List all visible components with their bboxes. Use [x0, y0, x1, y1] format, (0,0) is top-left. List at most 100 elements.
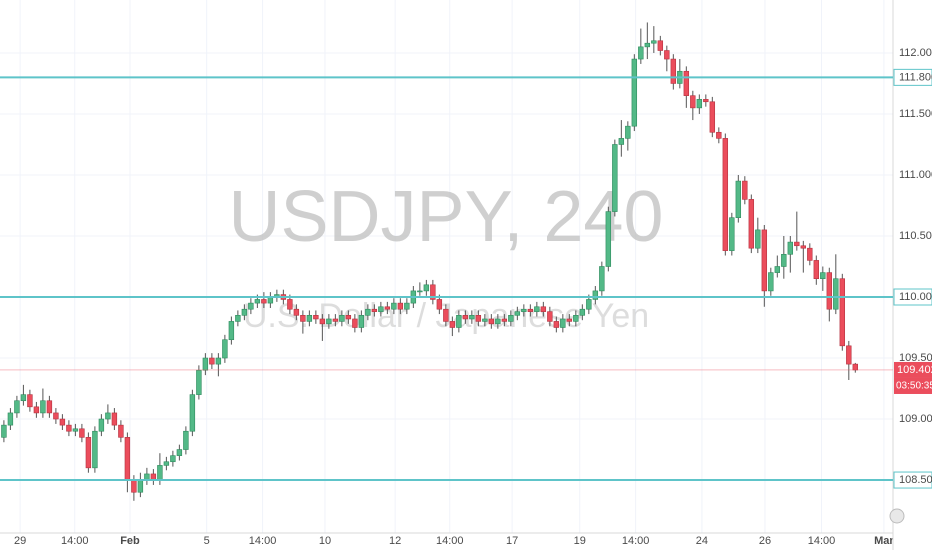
candle-body	[261, 299, 267, 304]
x-tick-label: 17	[506, 535, 518, 547]
y-tick-label: 110.500	[899, 230, 932, 242]
level-label-box	[893, 471, 932, 489]
candle-body	[241, 308, 248, 316]
x-tick-label: 14:00	[249, 535, 277, 547]
candle-body	[124, 437, 131, 481]
candle-body	[755, 229, 761, 249]
candle-body	[1, 424, 7, 438]
candle-body	[449, 321, 456, 328]
candle-body	[365, 308, 371, 316]
candle-body	[228, 321, 235, 341]
y-tick-label: 109.000	[899, 413, 932, 425]
candle-body	[404, 302, 410, 310]
candle-body	[605, 211, 612, 267]
candle-body	[638, 46, 644, 60]
candle-body	[846, 345, 852, 365]
candle-body	[644, 42, 651, 48]
x-tick-label: 14:00	[61, 535, 89, 547]
candle-body	[332, 318, 339, 322]
candle-body	[287, 299, 293, 310]
candle-body	[371, 308, 378, 312]
candle-body	[566, 318, 573, 322]
candle-body	[709, 101, 716, 133]
candle-body	[339, 315, 345, 322]
candle-body	[53, 412, 59, 420]
candle-body	[215, 357, 222, 365]
candle-body	[599, 266, 605, 292]
candle-body	[306, 315, 313, 322]
candle-body	[430, 284, 436, 300]
candle-body	[352, 318, 358, 328]
last-price-label: 109.402	[897, 364, 932, 376]
candle-body	[820, 272, 826, 280]
flag-icon[interactable]	[889, 508, 905, 524]
candle-body	[189, 394, 196, 432]
candle-body	[852, 363, 859, 371]
candle-body	[800, 245, 807, 249]
candle-body	[488, 318, 495, 325]
candle-body	[703, 99, 709, 103]
candle-body	[794, 241, 800, 247]
candle-body	[417, 290, 423, 293]
candle-body	[384, 306, 391, 310]
candle-body	[391, 302, 397, 310]
candle-body	[716, 131, 722, 139]
candle-body	[534, 306, 540, 312]
candle-body	[729, 217, 735, 251]
candle-body	[176, 449, 183, 456]
candle-body	[768, 272, 774, 292]
candle-body	[92, 430, 98, 469]
candle-body	[137, 479, 144, 493]
level-label-box	[893, 68, 932, 86]
candle-body	[443, 308, 449, 322]
candle-body	[690, 95, 696, 109]
grid	[0, 0, 893, 533]
candle-body	[521, 308, 527, 312]
x-tick-label: Mar	[874, 535, 894, 547]
candle-body	[495, 318, 501, 325]
candle-body	[540, 306, 547, 312]
candle-body	[527, 308, 534, 312]
x-tick-label: 26	[759, 535, 771, 547]
candle-body	[579, 308, 586, 316]
x-tick-label: 10	[319, 535, 331, 547]
candle-body	[833, 278, 839, 310]
y-tick-label: 112.000	[899, 47, 932, 59]
candle-body	[40, 400, 46, 414]
candle-body	[79, 428, 85, 438]
candle-body	[196, 369, 202, 395]
candle-body	[72, 428, 79, 432]
candle-body	[98, 418, 105, 432]
candle-body	[651, 40, 657, 44]
candle-body	[131, 479, 137, 493]
candle-body	[683, 70, 690, 96]
candle-body	[423, 284, 430, 292]
last-price-box	[894, 361, 932, 378]
candle-body	[46, 400, 53, 414]
candle-body	[33, 406, 40, 414]
x-tick-label: 14:00	[808, 535, 836, 547]
candle-body	[807, 247, 813, 261]
candle-body	[248, 302, 254, 310]
candle-body	[209, 357, 215, 365]
candle-body	[514, 311, 521, 316]
candle-body	[27, 394, 33, 408]
candle-body	[254, 299, 261, 304]
candle-body	[469, 315, 475, 320]
candle-body	[774, 266, 781, 273]
candle-body	[462, 315, 469, 320]
candle-body	[501, 318, 508, 322]
candle-body	[508, 315, 514, 322]
y-tick-label: 111.000	[899, 169, 932, 181]
y-tick-label: 109.500	[899, 352, 932, 364]
candle-body	[14, 400, 20, 414]
x-tick-label: 5	[204, 535, 210, 547]
candle-body	[66, 424, 72, 432]
candle-body	[20, 394, 27, 402]
candle-body	[813, 260, 820, 280]
candle-body	[85, 437, 92, 469]
candle-body	[475, 315, 482, 322]
candle-body	[202, 357, 209, 371]
